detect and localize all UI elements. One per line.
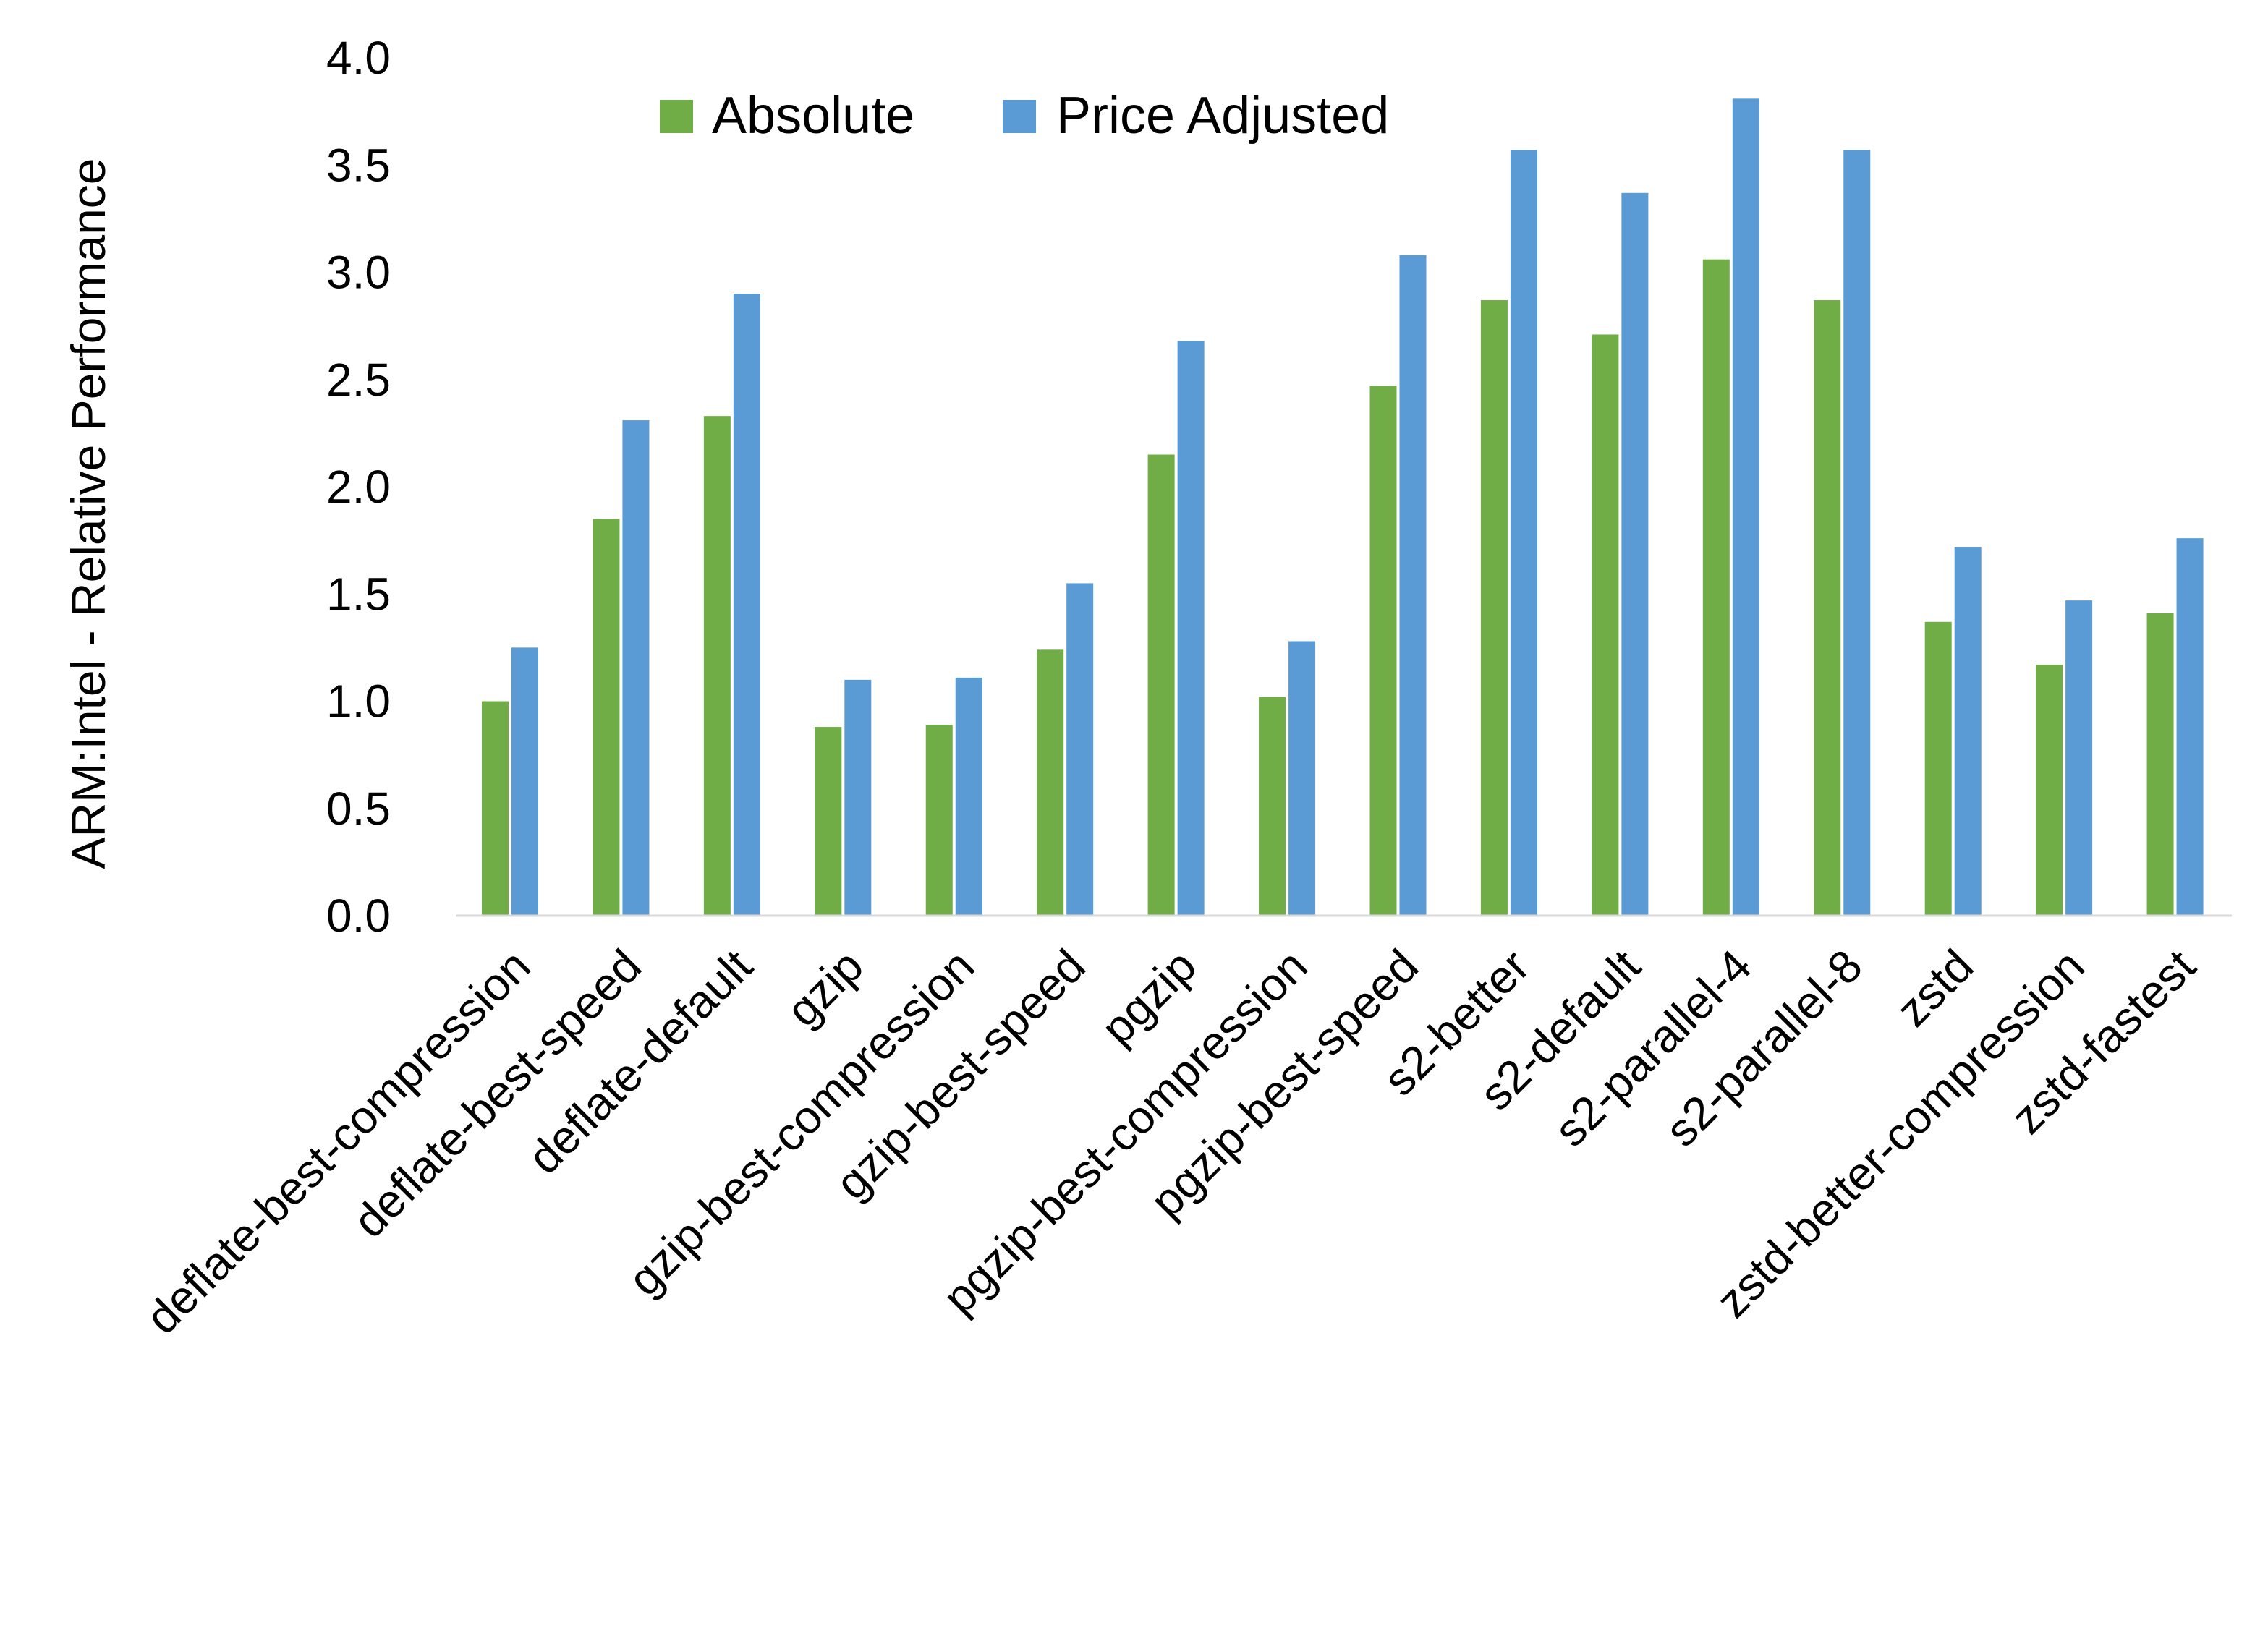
y-tick-label: 3.0 — [326, 247, 391, 299]
bar-absolute-zstd — [1924, 621, 1952, 916]
bar-price-adjusted-pgzip-best-speed — [1399, 255, 1427, 916]
y-tick-label: 2.5 — [326, 354, 391, 406]
legend-swatch-absolute — [660, 100, 693, 133]
bar-absolute-zstd-better-compression — [2036, 665, 2063, 916]
bar-price-adjusted-gzip-best-compression — [955, 677, 982, 916]
y-axis-title: ARM:Intel - Relative Performance — [61, 158, 115, 869]
bar-absolute-gzip — [815, 727, 842, 916]
bar-price-adjusted-s2-parallel-4 — [1732, 98, 1759, 916]
bar-absolute-zstd-fastest — [2146, 613, 2174, 916]
bar-price-adjusted-s2-better — [1510, 150, 1537, 916]
legend-swatch-price-adjusted — [1003, 100, 1036, 133]
bar-price-adjusted-pgzip-best-compression — [1288, 641, 1316, 916]
bar-absolute-s2-parallel-8 — [1814, 300, 1841, 916]
bar-price-adjusted-s2-default — [1621, 192, 1649, 916]
x-tick-label: gzip — [776, 940, 873, 1036]
bar-price-adjusted-deflate-best-speed — [622, 420, 650, 916]
y-tick-label: 0.5 — [326, 783, 391, 835]
y-tick-label: 0.0 — [326, 890, 391, 942]
bar-absolute-deflate-default — [703, 416, 731, 916]
bar-price-adjusted-zstd — [1954, 547, 1982, 916]
legend-label-absolute: Absolute — [712, 87, 914, 145]
y-tick-label: 2.0 — [326, 461, 391, 513]
bar-absolute-gzip-best-speed — [1037, 649, 1064, 916]
legend: Absolute Price Adjusted — [660, 87, 1389, 145]
bar-price-adjusted-deflate-default — [733, 294, 760, 916]
y-tick-label: 1.0 — [326, 676, 391, 728]
bar-price-adjusted-s2-parallel-8 — [1843, 150, 1871, 916]
bar-price-adjusted-pgzip — [1177, 341, 1205, 916]
bar-absolute-gzip-best-compression — [925, 725, 953, 916]
legend-label-price-adjusted: Price Adjusted — [1056, 87, 1389, 145]
y-tick-label: 3.5 — [326, 139, 391, 191]
bar-absolute-pgzip — [1147, 454, 1175, 916]
y-tick-label: 1.5 — [326, 568, 391, 620]
bar-absolute-pgzip-best-speed — [1369, 386, 1397, 916]
bar-price-adjusted-gzip — [844, 679, 872, 916]
bar-price-adjusted-zstd-fastest — [2176, 538, 2204, 916]
bar-price-adjusted-zstd-better-compression — [2065, 600, 2093, 916]
x-tick-label: zstd — [1886, 940, 1983, 1036]
bar-absolute-deflate-best-speed — [593, 519, 620, 916]
bar-absolute-s2-default — [1592, 334, 1619, 916]
bar-absolute-s2-better — [1480, 300, 1508, 916]
bar-price-adjusted-deflate-best-compression — [511, 647, 538, 916]
bar-absolute-pgzip-best-compression — [1259, 697, 1286, 916]
bar-absolute-s2-parallel-4 — [1702, 259, 1730, 916]
y-tick-label: 4.0 — [326, 32, 391, 84]
bar-price-adjusted-gzip-best-speed — [1066, 583, 1094, 916]
bar-absolute-deflate-best-compression — [482, 701, 509, 916]
